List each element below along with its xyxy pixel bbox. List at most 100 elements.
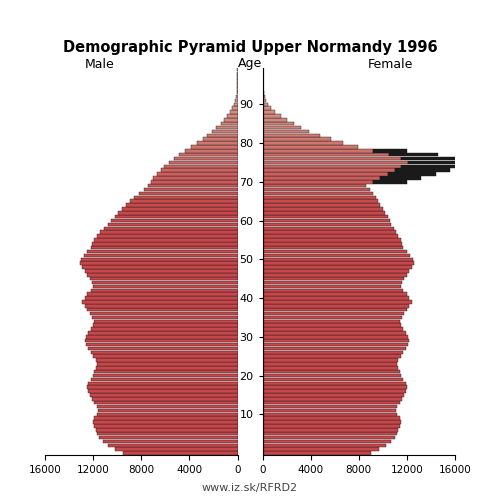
Bar [103,440,238,443]
Bar [380,176,422,180]
Bar [262,168,395,172]
Bar [262,230,396,234]
Bar [262,331,406,334]
Bar [96,432,238,436]
Bar [262,440,391,443]
Bar [262,269,410,272]
Bar [80,262,237,265]
Bar [100,230,237,234]
Bar [262,300,412,304]
Bar [262,370,400,374]
Bar [92,397,238,400]
Bar [262,238,401,242]
Bar [92,281,238,284]
Bar [262,405,397,408]
Bar [262,258,413,261]
Bar [262,102,268,106]
Bar [96,234,238,238]
Bar [388,172,436,176]
Bar [224,118,237,122]
Bar [395,168,450,172]
Bar [160,168,238,172]
Bar [94,370,238,374]
Bar [262,354,401,358]
Bar [262,374,401,378]
Bar [262,98,266,102]
Bar [84,254,237,257]
Bar [90,378,238,381]
Bar [262,386,407,389]
Bar [115,215,238,218]
Bar [262,207,383,210]
Bar [262,281,402,284]
Bar [88,331,238,334]
Bar [262,184,366,188]
Bar [262,215,388,218]
Bar [262,91,264,94]
Bar [93,284,238,288]
Bar [96,405,238,408]
Bar [88,382,238,385]
Bar [262,134,320,137]
Bar [373,149,407,152]
Bar [262,160,408,164]
Bar [262,266,412,269]
Bar [84,269,237,272]
Bar [157,172,238,176]
Bar [262,401,400,404]
Bar [139,192,237,195]
Bar [111,219,238,222]
Bar [262,130,310,133]
Bar [94,401,238,404]
Bar [262,397,402,400]
Bar [262,343,408,346]
Text: www.iz.sk/RFRD2: www.iz.sk/RFRD2 [202,482,298,492]
Bar [262,412,397,416]
Bar [92,242,238,246]
Bar [84,304,237,308]
Bar [262,436,395,440]
Bar [96,362,238,366]
Bar [262,188,370,192]
Bar [262,114,280,117]
Bar [93,420,238,424]
Bar [196,142,237,145]
Bar [90,246,238,250]
Bar [262,126,301,130]
Bar [90,312,238,316]
Bar [123,452,238,455]
Bar [262,284,401,288]
Bar [236,91,238,94]
Bar [262,346,406,350]
Bar [262,444,386,447]
Text: Female: Female [368,58,412,70]
Bar [86,335,238,338]
Bar [230,110,237,114]
Bar [88,390,238,393]
Bar [151,180,238,184]
Bar [262,254,410,257]
Bar [164,164,238,168]
Bar [96,366,238,370]
Bar [389,153,438,156]
Bar [235,98,238,102]
Bar [154,176,238,180]
Bar [262,110,275,114]
Bar [262,234,398,238]
Bar [262,304,410,308]
Bar [228,114,237,117]
Bar [208,134,238,137]
Bar [262,428,398,432]
Bar [90,393,238,396]
Bar [87,386,238,389]
Bar [262,448,379,451]
Bar [262,192,373,195]
Bar [94,416,238,420]
Bar [169,160,237,164]
Bar [87,292,238,296]
Bar [262,452,371,455]
Bar [408,160,476,164]
Bar [262,145,358,148]
Bar [262,246,404,250]
Bar [262,273,407,276]
